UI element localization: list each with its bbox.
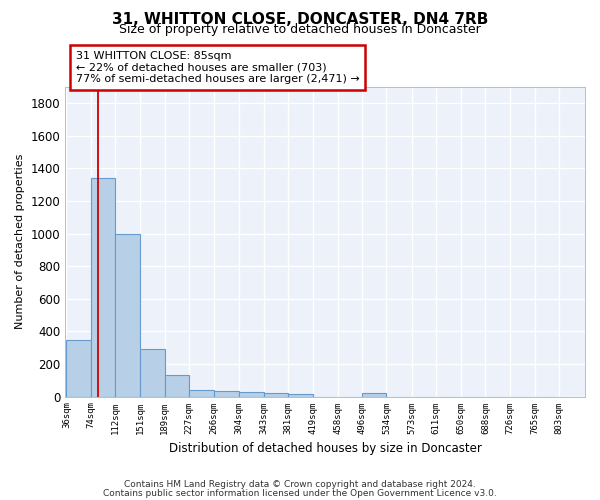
Text: Contains public sector information licensed under the Open Government Licence v3: Contains public sector information licen…: [103, 488, 497, 498]
Text: 31 WHITTON CLOSE: 85sqm
← 22% of detached houses are smaller (703)
77% of semi-d: 31 WHITTON CLOSE: 85sqm ← 22% of detache…: [76, 51, 359, 84]
Bar: [189, 390, 214, 396]
Y-axis label: Number of detached properties: Number of detached properties: [15, 154, 25, 330]
Bar: [264, 394, 288, 396]
Bar: [214, 391, 239, 396]
Bar: [362, 394, 386, 396]
Bar: [140, 350, 165, 397]
Bar: [288, 394, 313, 396]
Text: Size of property relative to detached houses in Doncaster: Size of property relative to detached ho…: [119, 22, 481, 36]
Bar: [91, 178, 115, 396]
Text: 31, WHITTON CLOSE, DONCASTER, DN4 7RB: 31, WHITTON CLOSE, DONCASTER, DN4 7RB: [112, 12, 488, 28]
X-axis label: Distribution of detached houses by size in Doncaster: Distribution of detached houses by size …: [169, 442, 482, 455]
Text: Contains HM Land Registry data © Crown copyright and database right 2024.: Contains HM Land Registry data © Crown c…: [124, 480, 476, 489]
Bar: [67, 340, 91, 396]
Bar: [115, 234, 140, 396]
Bar: [239, 392, 264, 396]
Bar: [165, 376, 189, 396]
